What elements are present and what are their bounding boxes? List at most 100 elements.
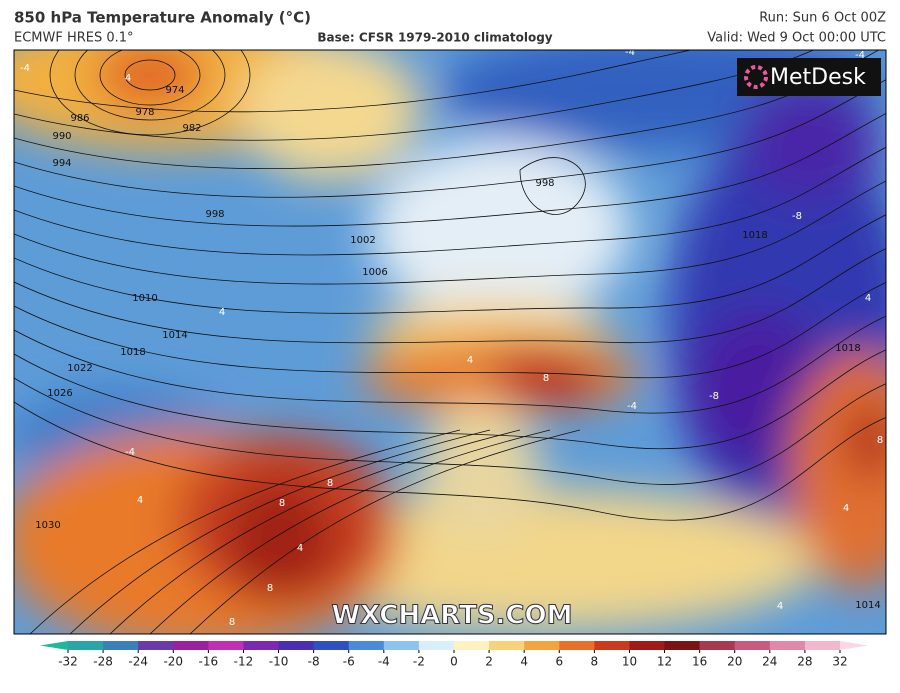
colorbar-tick-label: -4 <box>378 655 390 669</box>
anomaly-label: 8 <box>279 498 285 509</box>
isobar-label: 998 <box>205 209 224 220</box>
isobar-label: 990 <box>52 131 71 142</box>
isobar <box>99 50 201 106</box>
colorbar-tick-label: -24 <box>128 655 148 669</box>
colorbar-segment <box>243 641 280 650</box>
colorbar-arrow <box>40 641 68 650</box>
title: 850 hPa Temperature Anomaly (°C) <box>14 9 311 27</box>
isobar <box>14 112 886 227</box>
colorbar-segment <box>734 641 771 650</box>
isobar <box>14 281 886 379</box>
isobar-label: 1018 <box>742 230 767 241</box>
colorbar-tick-label: 4 <box>520 655 528 669</box>
isobar-label: 1002 <box>350 235 375 246</box>
run: Run: Sun 6 Oct 00Z <box>759 11 886 26</box>
isobars <box>14 50 886 634</box>
colorbar-tick-label: -12 <box>234 655 254 669</box>
colorbar-segment <box>454 641 490 650</box>
logo: MetDesk <box>770 65 866 90</box>
colorbar-segment <box>418 641 455 650</box>
colorbar-tick-label: 0 <box>450 655 458 669</box>
anomaly-label: 8 <box>327 478 333 489</box>
colorbar-segment <box>173 641 209 650</box>
isobar-label: 1018 <box>835 343 860 354</box>
colorbar-segment <box>383 641 420 650</box>
isobar <box>14 146 886 256</box>
isobar-label: 1026 <box>47 388 72 399</box>
colorbar-tick-label: 8 <box>591 655 599 669</box>
isobar-label: 986 <box>70 113 89 124</box>
isobar-label: 1010 <box>132 293 157 304</box>
anomaly-label: -4 <box>125 447 135 458</box>
isobar <box>14 50 693 113</box>
isobar <box>14 377 886 485</box>
anomaly-label: -4 <box>855 50 865 61</box>
colorbar-segment <box>664 641 701 650</box>
colorbar-tick-label: -6 <box>343 655 355 669</box>
logo-box <box>737 58 881 96</box>
anomaly-label: 4 <box>843 503 849 514</box>
colorbar-tick-label: -28 <box>93 655 113 669</box>
isobar-label: 1014 <box>162 330 187 341</box>
colorbar-tick-label: 6 <box>555 655 563 669</box>
anomaly-label: -4 <box>625 47 635 58</box>
isobar-label: 982 <box>182 123 201 134</box>
anomaly-field <box>14 50 886 634</box>
anomaly-label: 4 <box>777 601 783 612</box>
colorbar-tick-label: 32 <box>832 655 847 669</box>
isobar <box>14 50 815 141</box>
isobar <box>14 214 886 314</box>
isobar <box>124 59 176 91</box>
base: Base: CFSR 1979-2010 climatology <box>317 31 552 45</box>
anomaly-label: -4 <box>20 63 30 74</box>
anomaly-label: -8 <box>792 211 802 222</box>
model: ECMWF HRES 0.1° <box>14 31 134 46</box>
colorbar-segment <box>594 641 630 650</box>
anomaly-label: 8 <box>229 617 235 628</box>
anomaly-label: 8 <box>877 435 883 446</box>
colorbar-tick-label: 2 <box>485 655 493 669</box>
isobar <box>49 50 251 136</box>
isobar-label: 998 <box>535 178 554 189</box>
isobar <box>14 401 886 521</box>
colorbar-segment <box>769 641 806 650</box>
anomaly-label: 4 <box>865 293 871 304</box>
colorbar-segment <box>804 641 841 650</box>
isobar-label: 1014 <box>855 600 880 611</box>
colorbar-segment <box>278 641 315 650</box>
colorbar-tick-label: -32 <box>58 655 78 669</box>
anomaly-label: 4 <box>137 495 143 506</box>
colorbar-segment <box>313 641 350 650</box>
isobar-label: 974 <box>165 85 184 96</box>
colorbar-segment <box>559 641 595 650</box>
colorbar-tick-label: 20 <box>727 655 742 669</box>
isobar <box>189 429 581 634</box>
anomaly-label: 4 <box>219 307 225 318</box>
colorbar-tick-label: 12 <box>657 655 672 669</box>
valid: Valid: Wed 9 Oct 00:00 UTC <box>707 31 886 46</box>
colorbar: -32 -28 -24 -20 -16 -12 -10 -8 -6 -4 -2 0 2 4 6 8 10 12 16… <box>40 641 868 669</box>
colorbar-segment <box>699 641 736 650</box>
isobar <box>14 349 886 449</box>
anomaly-label: 8 <box>543 373 549 384</box>
colorbar-arrow <box>840 641 868 650</box>
colorbar-segment <box>138 641 174 650</box>
isobar-label: 1030 <box>35 520 60 531</box>
isobar-label: 1018 <box>120 347 145 358</box>
anomaly-label: -4 <box>627 401 637 412</box>
anomaly-label: 8 <box>267 583 273 594</box>
isobar <box>14 315 886 414</box>
anomaly-label: 4 <box>125 73 131 84</box>
colorbar-tick-label: 24 <box>762 655 777 669</box>
isobar <box>14 79 886 198</box>
anomaly-label: -8 <box>709 391 719 402</box>
colorbar-tick-label: 28 <box>797 655 812 669</box>
colorbar-tick-label: 10 <box>622 655 637 669</box>
colorbar-segment <box>348 641 385 650</box>
colorbar-segment <box>68 641 104 650</box>
isobar <box>14 248 886 344</box>
watermark: WXCHARTS.COM <box>331 601 572 631</box>
colorbar-segment <box>524 641 560 650</box>
isobar <box>29 429 461 634</box>
isobar-label: 1022 <box>67 363 92 374</box>
